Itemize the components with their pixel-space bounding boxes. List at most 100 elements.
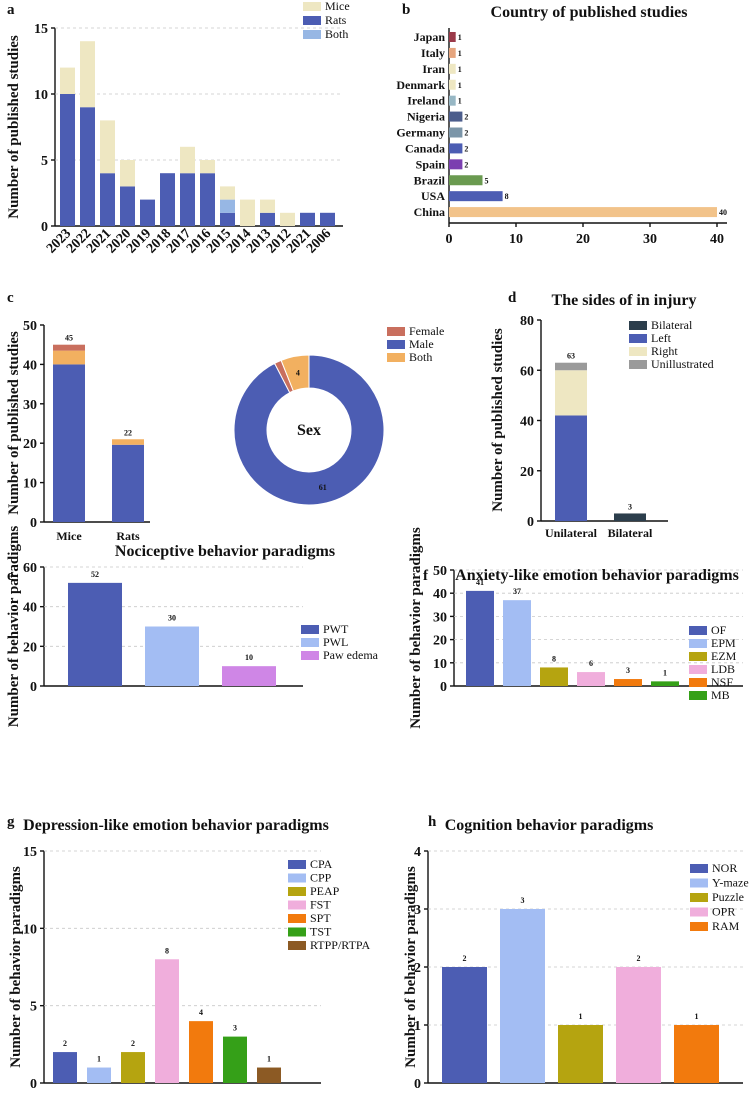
bar-Spain <box>449 159 463 170</box>
legend-label: Paw edema <box>323 648 379 662</box>
legend-swatch <box>301 638 319 647</box>
bar-segment-mice <box>60 67 75 94</box>
data-label: 3 <box>233 1024 237 1033</box>
y-tick-label: Iran <box>422 62 445 76</box>
bar-segment-rats <box>160 173 175 226</box>
legend-label: EPM <box>711 636 736 650</box>
y-tick-label: 0 <box>30 516 37 531</box>
bar-FST <box>155 959 179 1083</box>
panel-letter: c <box>7 290 14 306</box>
legend-swatch <box>629 347 647 356</box>
bar-Denmark <box>449 79 456 90</box>
legend-swatch <box>689 626 707 635</box>
y-axis-label: Number of published studies <box>6 331 22 515</box>
legend-swatch <box>303 16 321 25</box>
data-label: 22 <box>124 428 132 437</box>
legend-swatch <box>629 360 647 369</box>
y-tick-label: 80 <box>520 314 534 329</box>
x-tick-label: 0 <box>446 232 453 247</box>
legend-label: CPP <box>310 871 332 885</box>
bar-OPR <box>616 967 661 1083</box>
data-label: 8 <box>165 946 169 955</box>
chart-e: 0 20 40 60 Nociceptive behavior paradigms Num… <box>6 526 379 728</box>
bar-RAM <box>674 1025 719 1083</box>
y-tick-label: 20 <box>433 634 447 649</box>
y-tick-label: 15 <box>23 845 37 860</box>
bar-segment-rats <box>60 94 75 226</box>
donut-slice-both <box>280 354 310 392</box>
bar-China <box>449 207 717 218</box>
y-axis-label: Number of published studies <box>6 35 22 219</box>
legend-label: RTPP/RTPA <box>310 938 370 952</box>
legend-swatch <box>689 691 707 700</box>
y-tick-label: 20 <box>23 640 37 655</box>
y-tick-label: 10 <box>23 922 37 937</box>
bar-segment-rats <box>220 212 235 226</box>
panel-letter: b <box>402 2 410 18</box>
x-tick-label: 20 <box>576 232 590 247</box>
legend-label: Right <box>651 344 678 358</box>
legend-swatch <box>629 321 647 330</box>
data-label: 40 <box>719 208 727 217</box>
y-tick-label: Germany <box>396 126 445 140</box>
legend-swatch <box>288 914 306 923</box>
bar-segment-rats <box>200 173 215 226</box>
y-tick-label: 40 <box>520 415 534 430</box>
y-tick-label: 1 <box>414 1019 421 1034</box>
legend-swatch <box>689 639 707 648</box>
data-label: 1 <box>663 668 667 677</box>
panel-letter: h <box>428 814 437 830</box>
chart-title: Anxiety-like emotion behavior paradigms <box>455 567 739 584</box>
y-tick-label: 3 <box>414 903 421 918</box>
donut-slice-male <box>233 354 385 506</box>
bar-TST <box>223 1036 247 1083</box>
bar-segment-mice <box>100 120 115 174</box>
y-tick-label: 5 <box>30 1000 37 1015</box>
y-tick-label: Italy <box>421 46 445 60</box>
x-tick-label: 2006 <box>304 226 334 256</box>
y-tick-label: 2 <box>414 961 421 976</box>
chart-f: 0 10 20 30 40 50 Anxiety-like emotion behavior… <box>408 527 743 729</box>
y-tick-label: 0 <box>414 1077 421 1092</box>
bar-segment-mice <box>220 186 235 200</box>
data-label: 41 <box>476 578 484 587</box>
chart-g: 0 5 10 15 Depression-like emotion behavior p… <box>8 817 370 1092</box>
y-tick-label: 10 <box>34 88 48 103</box>
y-tick-label: 60 <box>23 561 37 576</box>
y-tick-label: Nigeria <box>407 110 445 124</box>
data-label: 10 <box>245 653 253 662</box>
data-label: 2 <box>63 1039 67 1048</box>
legend-swatch <box>303 30 321 39</box>
legend-label: Bilateral <box>651 318 693 332</box>
bar-LDB <box>577 672 605 686</box>
bar-segment-both <box>112 439 144 445</box>
bar-EPM <box>503 600 531 686</box>
bar-segment-mice <box>120 160 135 187</box>
legend-label: Puzzle <box>712 890 744 904</box>
data-label: 1 <box>695 1012 699 1021</box>
y-tick-label: USA <box>421 189 445 203</box>
data-label: 8 <box>505 192 509 201</box>
y-tick-label: 4 <box>414 845 421 860</box>
bar-segment-mice <box>80 41 95 108</box>
bar-MB <box>651 681 679 686</box>
bar-segment-mice <box>240 199 255 226</box>
bar-segment-rats <box>140 199 155 226</box>
legend-label: NSF <box>711 675 733 689</box>
x-tick-label: 40 <box>710 232 724 247</box>
data-label: 2 <box>463 954 467 963</box>
data-label: 2 <box>637 954 641 963</box>
chart-title: Cognition behavior paradigms <box>445 817 654 834</box>
legend-label: Rats <box>325 13 347 27</box>
bar-segment-both <box>53 350 85 365</box>
data-label: 1 <box>458 65 462 74</box>
legend-swatch <box>689 665 707 674</box>
panel-label-f: f <box>423 568 429 584</box>
bar-segment-mice <box>260 199 275 213</box>
legend-swatch <box>387 353 405 362</box>
legend-label: Y-maze <box>712 876 749 890</box>
data-label: 1 <box>267 1055 271 1064</box>
bar-Ireland <box>449 95 456 106</box>
